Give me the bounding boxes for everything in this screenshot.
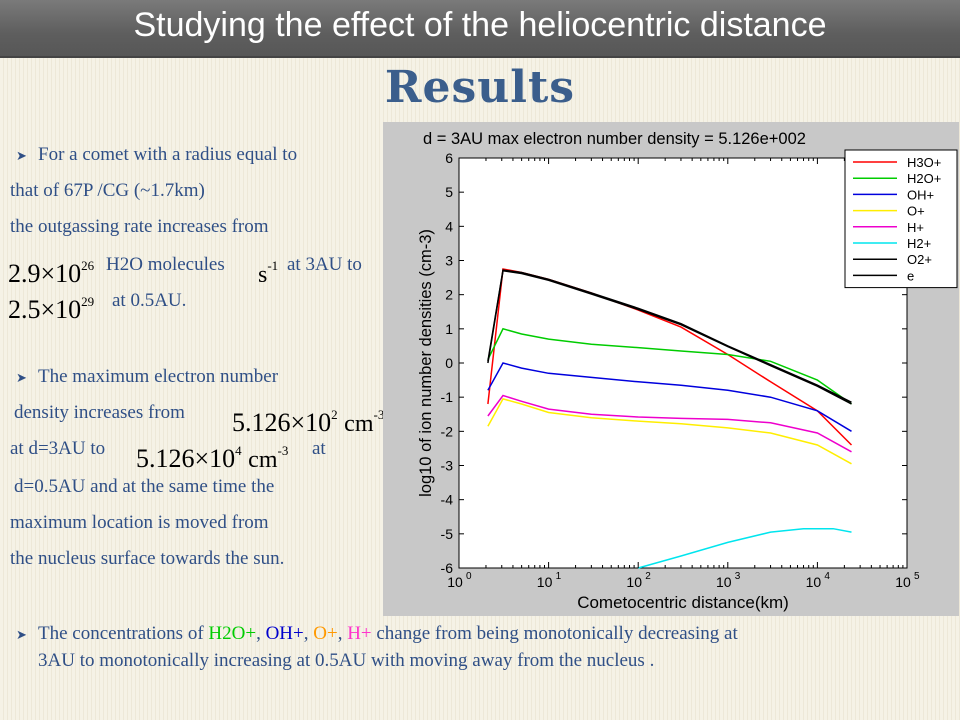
x-tick-label: 10 (447, 574, 463, 590)
bullet2-line5: maximum location is moved from (10, 512, 269, 533)
legend-label: O2+ (907, 252, 932, 267)
arrow-bullet-icon: ➤ (16, 370, 27, 385)
legend-label: e (907, 268, 914, 283)
plot-frame: d = 3AU max electron number density = 5.… (383, 122, 959, 616)
outgassing-rate-3au-formula: 2.9×1026 (8, 258, 95, 288)
x-tick-exponent: 1 (556, 571, 562, 582)
series-line-oh-plus (487, 362, 852, 432)
legend-label: H2+ (907, 236, 931, 251)
y-tick-label: -2 (441, 423, 454, 439)
chart-legend: H3O+H2O+OH+ O+H+H2+O2+e (844, 149, 958, 289)
legend-label: O+ (907, 204, 925, 219)
y-axis-label: log10 of ion number densities (cm-3) (417, 229, 435, 497)
legend-label: H2O+ (907, 171, 941, 186)
max-density-3au-formula: 5.126×102 cm-3 (232, 407, 385, 437)
series-line-e (487, 269, 852, 405)
ion-density-chart: d = 3AU max electron number density = 5.… (417, 130, 958, 612)
bullet1-line2: that of 67P /CG (~1.7km) (10, 180, 205, 201)
legend-label: OH+ (907, 187, 934, 202)
bullet2-line3b: at (312, 438, 326, 459)
x-tick-exponent: 0 (466, 571, 472, 582)
series-line-o-plus (487, 398, 852, 465)
max-density-05au-formula: 5.126×104 cm-3 (136, 443, 289, 473)
species-o-plus: O+ (313, 623, 338, 644)
x-tick-label: 10 (716, 574, 732, 590)
series-layer (487, 268, 853, 569)
at-05au-label: at 0.5AU. (112, 290, 187, 311)
bullet1-line3: the outgassing rate increases from (10, 216, 269, 237)
chart-title: d = 3AU max electron number density = 5.… (423, 130, 806, 148)
arrow-bullet-icon: ➤ (16, 627, 27, 642)
x-tick-label: 10 (806, 574, 822, 590)
bullet1-line1: For a comet with a radius equal to (38, 144, 298, 165)
bullet2-line6: the nucleus surface towards the sun. (10, 548, 285, 569)
y-tick-label: 6 (445, 150, 453, 166)
series-line-o2-plus (487, 269, 852, 403)
y-tick-label: -1 (441, 389, 454, 405)
series-line-h-plus (487, 394, 852, 453)
bullet2-line4: d=0.5AU and at the same time the (14, 476, 275, 497)
arrow-bullet-icon: ➤ (16, 148, 27, 163)
legend-label: H3O+ (907, 155, 941, 170)
species-oh-plus: OH+ (265, 623, 304, 644)
x-tick-exponent: 3 (735, 571, 741, 582)
series-line-h2-plus (637, 527, 852, 569)
y-tick-label: 0 (445, 355, 453, 371)
bullet3-line1: The concentrations of H2O+, OH+, O+, H+ … (38, 623, 738, 644)
legend-label: H+ (907, 220, 924, 235)
slide-title: Studying the effect of the heliocentric … (133, 6, 827, 44)
at-3au-label: at 3AU to (287, 254, 362, 275)
y-tick-label: 4 (445, 218, 453, 234)
legend-box (844, 149, 958, 289)
per-second-unit: s-1 (258, 258, 279, 288)
series-line-h2o-plus (487, 327, 852, 405)
species-h-plus: H+ (347, 623, 372, 644)
y-tick-label: 3 (445, 253, 453, 269)
outgassing-rate-05au-formula: 2.5×1029 (8, 294, 95, 324)
bullet3-line2: 3AU to monotonically increasing at 0.5AU… (38, 650, 655, 671)
y-tick-label: 2 (445, 287, 453, 303)
x-tick-exponent: 4 (824, 571, 830, 582)
title-bar: Studying the effect of the heliocentric … (0, 0, 960, 58)
y-tick-label: -3 (441, 458, 454, 474)
y-tick-label: -5 (441, 526, 454, 542)
plot-area (458, 157, 908, 569)
y-tick-label: -4 (441, 492, 454, 508)
species-h2o-plus: H2O+ (208, 623, 257, 644)
x-tick-exponent: 5 (914, 571, 920, 582)
h2o-molecules-label: H2O molecules (106, 254, 225, 275)
results-heading: Results (384, 62, 576, 113)
y-tick-label: 5 (445, 184, 453, 200)
x-tick-label: 10 (537, 574, 553, 590)
x-tick-label: 10 (895, 574, 911, 590)
x-axis-label: Cometocentric distance(km) (577, 593, 789, 612)
bullet2-line2: density increases from (14, 402, 185, 423)
x-tick-label: 10 (626, 574, 642, 590)
y-tick-label: -6 (441, 560, 454, 576)
bullet2-line1: The maximum electron number (38, 366, 279, 387)
bullet2-line3a: at d=3AU to (10, 438, 106, 459)
y-tick-label: 1 (445, 321, 453, 337)
x-tick-exponent: 2 (645, 571, 651, 582)
